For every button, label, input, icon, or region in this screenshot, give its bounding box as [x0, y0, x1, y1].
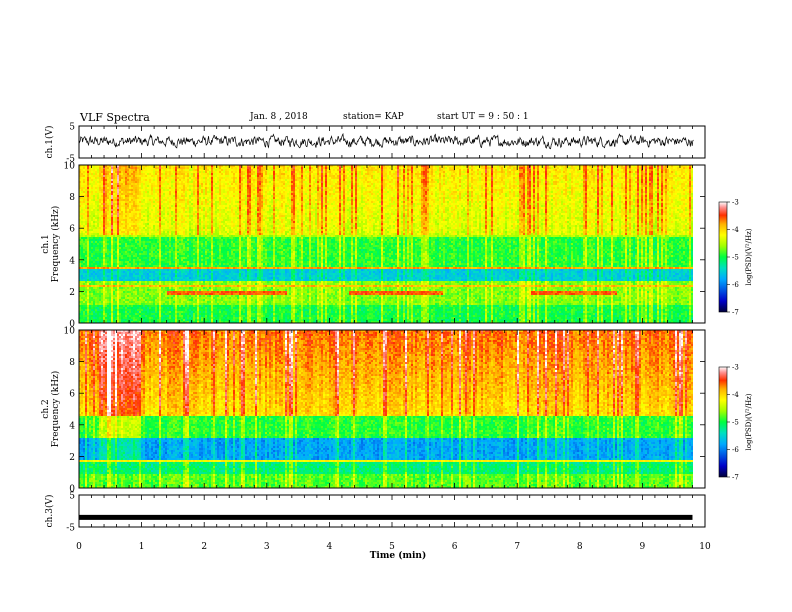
ch2-spectrogram-colorbar-tick: -6 [732, 446, 739, 454]
ch2-spectrogram-ytick-label: 4 [69, 421, 75, 431]
x-tick-label: 10 [699, 542, 711, 552]
ch1-spectrogram-ytick-label: 4 [69, 256, 75, 266]
ch1-spectrogram-colorbar-tick: -3 [732, 199, 739, 207]
x-axis-label: Time (min) [370, 550, 427, 561]
ch2-spectrogram-ytick-label: 6 [69, 390, 75, 400]
x-tick-label: 3 [264, 542, 270, 552]
ch2-spectrogram-ytick-label: 10 [64, 327, 76, 337]
ch1-spectrogram-ytick-label: 10 [64, 162, 76, 172]
ch2-spectrogram-colorbar-tick: -5 [732, 419, 739, 427]
ch1-spectrogram-ytick-label: 2 [69, 288, 75, 298]
x-tick-label: 2 [201, 542, 207, 552]
ch1-spectrogram-colorbar-tick: -5 [732, 254, 739, 262]
ch2-spectrogram-heatmap [79, 330, 705, 488]
ch2-spectrogram-ylabel: ch.2 [41, 399, 51, 418]
x-tick-label: 0 [76, 542, 82, 552]
ch1-spectrogram-colorbar-tick: -7 [732, 309, 739, 317]
ch1-waveform-ytick-label: 5 [69, 123, 75, 133]
x-tick-label: 8 [577, 542, 583, 552]
ch1-spectrogram-ylabel: ch.1 [41, 234, 51, 253]
ch2-spectrogram-ytick-label: 2 [69, 453, 75, 463]
x-tick-label: 7 [514, 542, 520, 552]
ch3-waveform-ytick-label: -5 [66, 524, 75, 534]
ch1-spectrogram-colorbar-label: log(PSD)(V²/Hz) [745, 228, 753, 285]
x-tick-label: 1 [139, 542, 145, 552]
ch1-waveform-ylabel: ch.1(V) [44, 126, 55, 159]
ch2-spectrogram-ytick-label: 8 [69, 358, 75, 368]
ch1-spectrogram-ytick-label: 6 [69, 225, 75, 235]
x-tick-label: 4 [327, 542, 333, 552]
ch2-spectrogram-colorbar-tick: -7 [732, 474, 739, 482]
ch2-spectrogram-colorbar-tick: -3 [732, 364, 739, 372]
ch2-spectrogram-colorbar-label: log(PSD)(V²/Hz) [745, 393, 753, 450]
x-tick-label: 9 [640, 542, 646, 552]
ch1-spectrogram-colorbar [719, 202, 727, 312]
ch2-spectrogram-ylabel: Frequency (kHz) [50, 371, 61, 448]
ch1-spectrogram-heatmap [79, 165, 705, 323]
ch1-spectrogram-ytick-label: 8 [69, 193, 75, 203]
ch2-spectrogram-colorbar [719, 367, 727, 477]
ch1-spectrogram-ylabel: Frequency (kHz) [50, 206, 61, 283]
x-tick-label: 6 [452, 542, 458, 552]
ch2-spectrogram-colorbar-tick: -4 [732, 391, 739, 399]
ch1-spectrogram-colorbar-tick: -4 [732, 226, 739, 234]
ch3-waveform-ylabel: ch.3(V) [44, 495, 55, 528]
ch1-waveform-trace [79, 134, 693, 149]
ch1-spectrogram-colorbar-tick: -6 [732, 281, 739, 289]
ch3-waveform-ytick-label: 5 [69, 492, 75, 502]
vlf-figure: 5-5ch.1(V)0246810ch.1 Frequency (kHz)0246… [0, 0, 792, 612]
